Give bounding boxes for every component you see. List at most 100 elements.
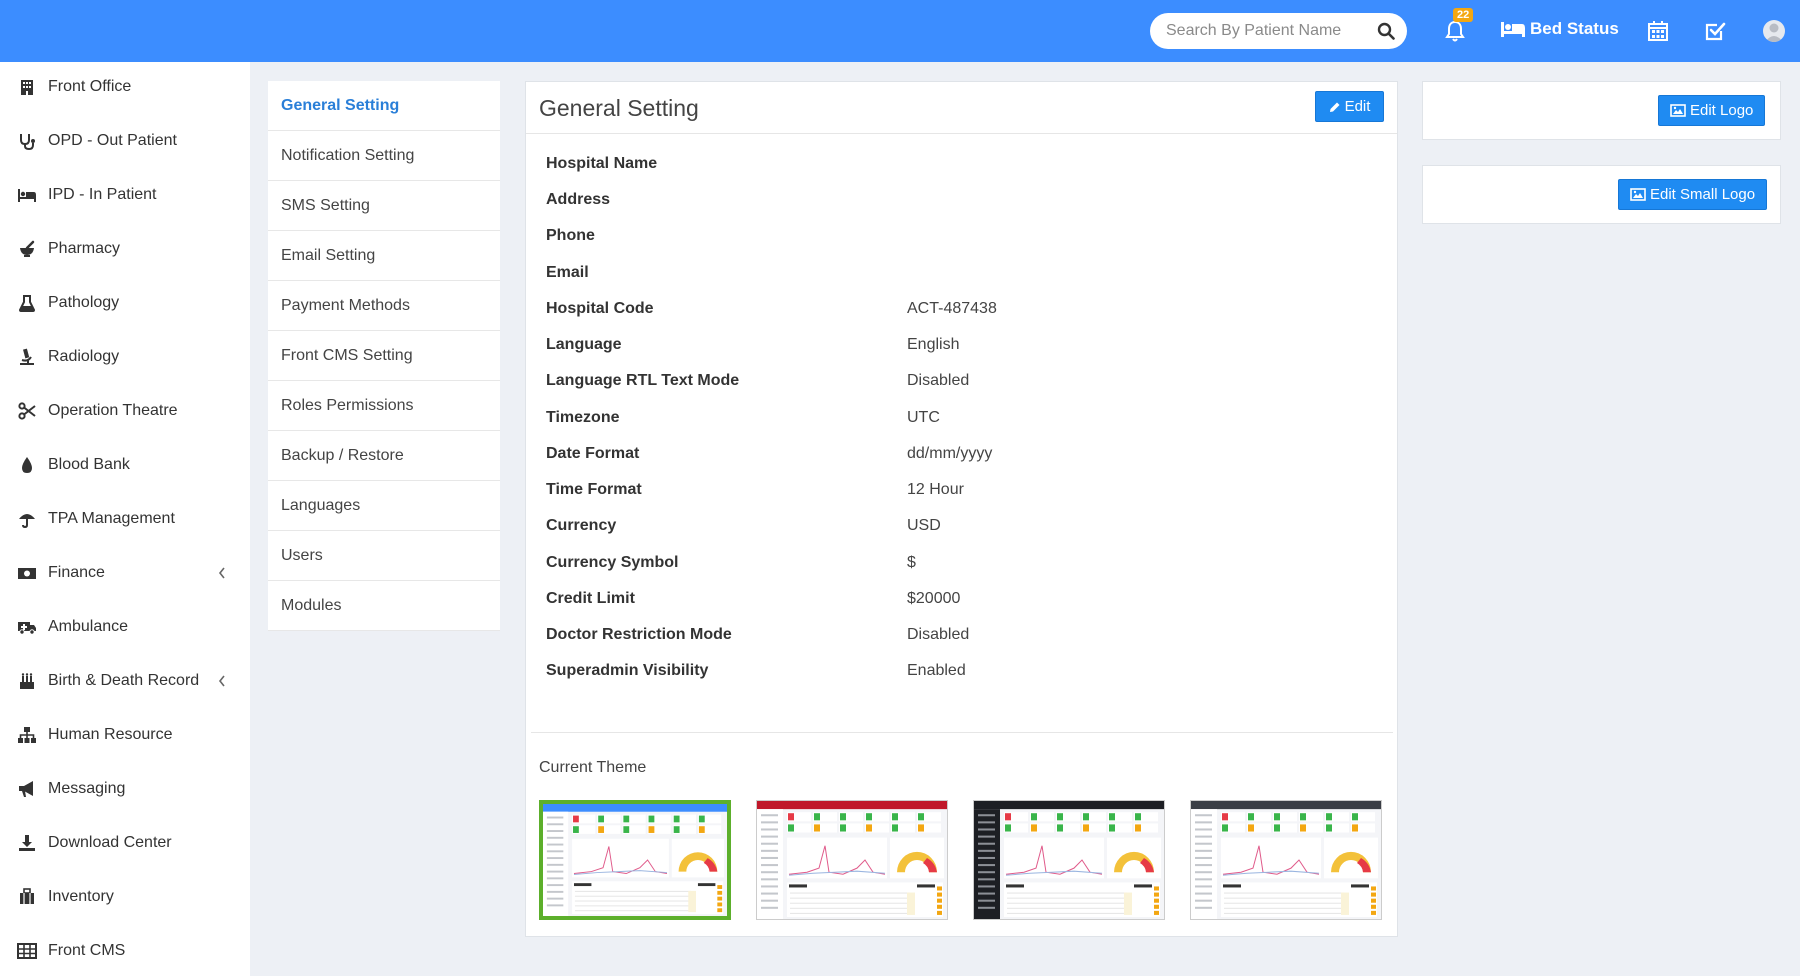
search-icon[interactable] [1377, 22, 1395, 40]
field-value: English [907, 336, 960, 353]
field-label: Language [546, 336, 622, 353]
field-value: ACT-487438 [907, 300, 997, 317]
sidebar-item-birth-death-record[interactable]: Birth & Death Record [0, 661, 250, 701]
field-label: Date Format [546, 445, 640, 462]
field-value: Disabled [907, 626, 970, 643]
field-label: Doctor Restriction Mode [546, 626, 732, 643]
settings-menu-sms[interactable]: SMS Setting [268, 181, 500, 231]
sidebar-item-blood-bank[interactable]: Blood Bank [0, 445, 250, 485]
field-value: $20000 [907, 590, 961, 607]
grid-icon [17, 941, 37, 961]
current-theme-label: Current Theme [539, 759, 647, 776]
logo-box: Edit Logo [1422, 81, 1781, 140]
section-divider [531, 732, 1393, 733]
sitemap-icon [17, 725, 37, 745]
sidebar-item-label: Pathology [48, 294, 120, 311]
patient-search-box [1150, 13, 1407, 49]
sidebar-item-messaging[interactable]: Messaging [0, 769, 250, 809]
sidebar-item-finance[interactable]: Finance [0, 553, 250, 593]
sidebar-item-label: Front CMS [48, 942, 126, 959]
sidebar-item-label: Pharmacy [48, 240, 121, 257]
panel-header: General Setting Edit [526, 82, 1397, 134]
field-label: Currency Symbol [546, 554, 679, 571]
sidebar-item-pharmacy[interactable]: Pharmacy [0, 229, 250, 269]
settings-menu-roles-permissions[interactable]: Roles Permissions [268, 381, 500, 431]
sidebar-item-front-office[interactable]: Front Office [0, 67, 250, 107]
field-label: Phone [546, 227, 595, 244]
field-value: $ [907, 554, 916, 571]
sidebar-item-pathology[interactable]: Pathology [0, 283, 250, 323]
theme-option-dark[interactable] [973, 800, 1165, 920]
theme-option-default[interactable] [539, 800, 731, 920]
theme-preview [974, 801, 1164, 919]
sidebar-item-radiology[interactable]: Radiology [0, 337, 250, 377]
settings-menu-general[interactable]: General Setting [268, 81, 500, 131]
calendar-icon[interactable] [1646, 19, 1670, 43]
money-icon [17, 563, 37, 583]
notification-count-badge: 22 [1453, 8, 1474, 22]
main-sidebar: Front Office OPD - Out Patient IPD - In … [0, 62, 250, 976]
sidebar-item-human-resource[interactable]: Human Resource [0, 715, 250, 755]
sidebar-item-label: Ambulance [48, 618, 129, 635]
sidebar-item-label: Radiology [48, 348, 120, 365]
download-icon [17, 833, 37, 853]
field-label: Credit Limit [546, 590, 635, 607]
sidebar-item-download-center[interactable]: Download Center [0, 823, 250, 863]
bed-icon [17, 185, 37, 205]
image-icon [1670, 104, 1686, 117]
settings-menu-email[interactable]: Email Setting [268, 231, 500, 281]
settings-menu-users[interactable]: Users [268, 531, 500, 581]
settings-menu-payment-methods[interactable]: Payment Methods [268, 281, 500, 331]
sidebar-item-label: Operation Theatre [48, 402, 178, 419]
sidebar-item-ambulance[interactable]: Ambulance [0, 607, 250, 647]
bell-icon[interactable] [1443, 19, 1467, 43]
user-avatar[interactable] [1763, 20, 1785, 42]
mortar-pestle-icon [17, 239, 37, 259]
sidebar-item-front-cms[interactable]: Front CMS [0, 931, 250, 971]
sidebar-item-label: Inventory [48, 888, 114, 905]
edit-button[interactable]: Edit [1315, 91, 1384, 122]
sidebar-item-opd[interactable]: OPD - Out Patient [0, 121, 250, 161]
bed-status-button[interactable]: Bed Status [1500, 19, 1619, 39]
settings-menu-front-cms[interactable]: Front CMS Setting [268, 331, 500, 381]
user-icon [1765, 23, 1783, 42]
sidebar-item-operation-theatre[interactable]: Operation Theatre [0, 391, 250, 431]
theme-preview [757, 801, 947, 919]
theme-option-grey[interactable] [1190, 800, 1382, 920]
field-value: Disabled [907, 372, 970, 389]
patient-search-input[interactable] [1166, 19, 1366, 43]
field-value: 12 Hour [907, 481, 964, 498]
sidebar-item-label: Finance [48, 564, 105, 581]
theme-option-red[interactable] [756, 800, 948, 920]
sidebar-item-label: Messaging [48, 780, 126, 797]
page-title: General Setting [539, 95, 699, 121]
task-check-icon[interactable] [1703, 19, 1727, 43]
sidebar-item-label: Birth & Death Record [48, 672, 200, 689]
bullhorn-icon [17, 779, 37, 799]
settings-menu-modules[interactable]: Modules [268, 581, 500, 631]
sidebar-item-tpa-management[interactable]: TPA Management [0, 499, 250, 539]
edit-logo-button[interactable]: Edit Logo [1658, 95, 1766, 126]
field-label: Time Format [546, 481, 642, 498]
settings-menu-notification[interactable]: Notification Setting [268, 131, 500, 181]
theme-preview [1191, 801, 1381, 919]
settings-menu-backup-restore[interactable]: Backup / Restore [268, 431, 500, 481]
small-logo-box: Edit Small Logo [1422, 165, 1781, 224]
drop-icon [17, 455, 37, 475]
birthday-cake-icon [17, 671, 37, 691]
umbrella-icon [17, 509, 37, 529]
scissors-icon [17, 401, 37, 421]
sidebar-item-ipd[interactable]: IPD - In Patient [0, 175, 250, 215]
sidebar-item-label: IPD - In Patient [48, 186, 157, 203]
sidebar-item-label: Blood Bank [48, 456, 130, 473]
ambulance-icon [17, 617, 37, 637]
settings-menu-languages[interactable]: Languages [268, 481, 500, 531]
field-label: Timezone [546, 409, 620, 426]
field-label: Currency [546, 517, 617, 534]
sidebar-item-inventory[interactable]: Inventory [0, 877, 250, 917]
edit-small-logo-button[interactable]: Edit Small Logo [1618, 179, 1768, 210]
sidebar-item-label: OPD - Out Patient [48, 132, 177, 149]
sidebar-item-label: Human Resource [48, 726, 173, 743]
luggage-icon [17, 887, 37, 907]
field-value: USD [907, 517, 941, 534]
